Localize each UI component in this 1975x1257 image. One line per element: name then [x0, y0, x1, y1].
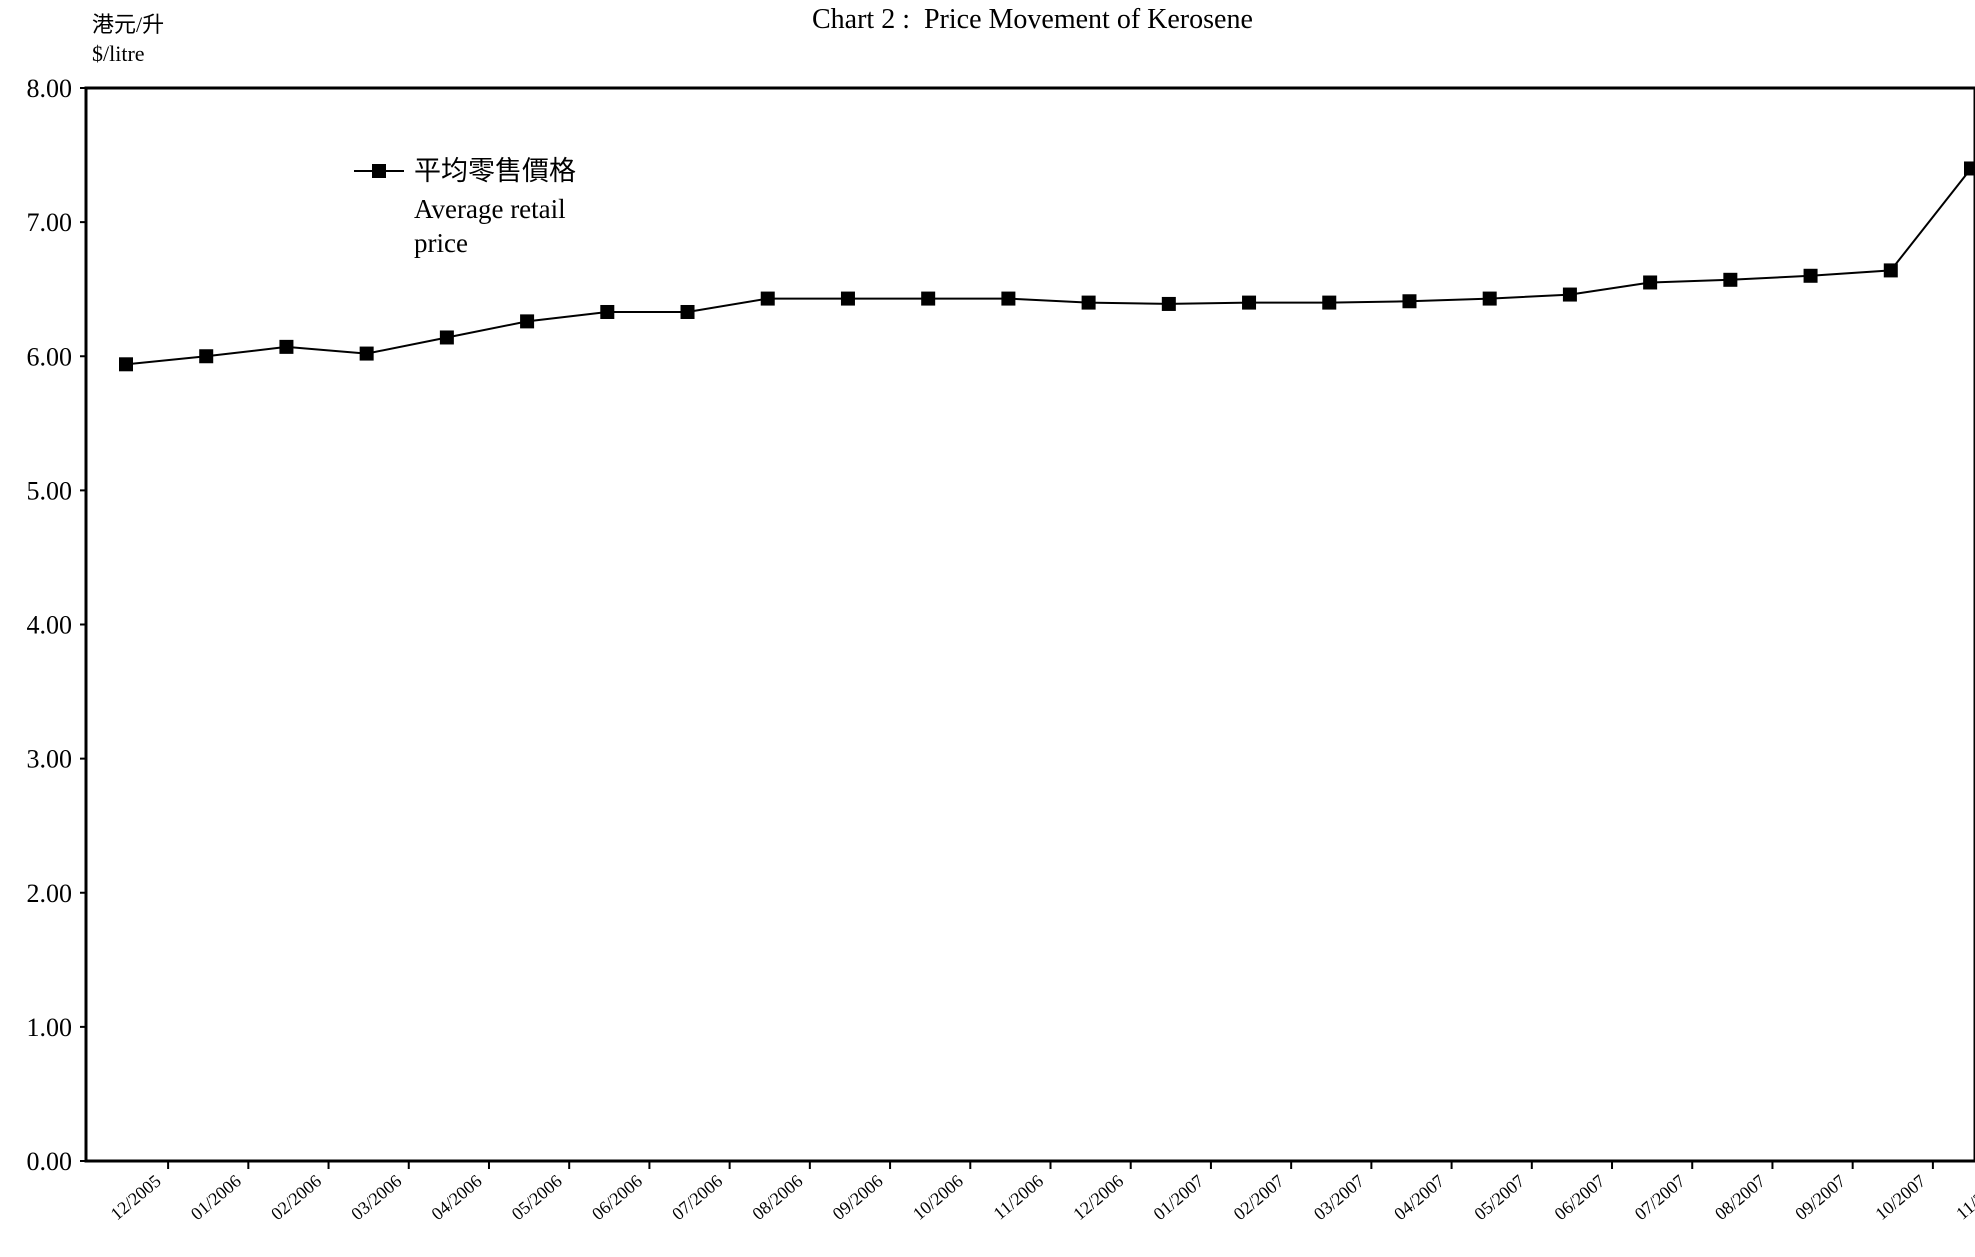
y-axis-label-en: $/litre [92, 41, 145, 66]
data-point-marker [1081, 295, 1096, 310]
x-tick-label: 09/2007 [1791, 1171, 1849, 1224]
legend-label-zh: 平均零售價格 [414, 156, 576, 186]
x-tick-label: 02/2007 [1230, 1171, 1288, 1224]
data-point-marker [1242, 295, 1257, 310]
y-tick-label: 0.00 [27, 1147, 73, 1176]
x-tick-label: 03/2007 [1310, 1171, 1368, 1224]
x-tick-label: 04/2007 [1390, 1171, 1448, 1224]
y-axis-ticks: 0.00 1.00 2.00 3.00 4.00 5.00 6.00 7.00 8.00 [27, 74, 86, 1176]
data-point-marker [921, 291, 936, 306]
data-point-marker [1482, 291, 1497, 306]
data-point-marker [1643, 275, 1658, 290]
x-tick-label: 06/2007 [1551, 1171, 1609, 1224]
data-point-marker [520, 314, 535, 329]
y-tick-label: 1.00 [27, 1013, 73, 1042]
y-tick-label: 7.00 [27, 208, 73, 237]
y-tick-label: 5.00 [27, 476, 73, 505]
data-point-marker [1883, 263, 1898, 278]
x-tick-label: 10/2006 [909, 1171, 967, 1224]
y-tick-label: 3.00 [27, 745, 73, 774]
series-average-retail-price [119, 161, 1975, 372]
data-point-marker [199, 349, 214, 364]
legend: 平均零售價格 Average retail price [354, 156, 576, 258]
x-tick-label: 04/2006 [427, 1171, 485, 1224]
x-tick-label: 11/2007 [1952, 1171, 1975, 1224]
x-tick-label: 11/2006 [990, 1171, 1048, 1224]
x-tick-label: 12/2006 [1069, 1171, 1127, 1224]
data-point-marker [1803, 268, 1818, 283]
plot-area-frame [84, 86, 1975, 1163]
x-tick-label: 12/2005 [107, 1171, 165, 1224]
x-tick-label: 08/2006 [748, 1171, 806, 1224]
x-tick-label: 07/2007 [1631, 1171, 1689, 1224]
data-point-marker [1322, 295, 1337, 310]
x-tick-label: 10/2007 [1871, 1171, 1929, 1224]
x-tick-label: 08/2007 [1711, 1171, 1769, 1224]
chart-title: Chart 2 : Price Movement of Kerosene [812, 4, 1253, 35]
data-point-marker [1001, 291, 1016, 306]
legend-label-en-line2: price [414, 228, 468, 258]
x-tick-label: 09/2006 [829, 1171, 887, 1224]
x-tick-label: 02/2006 [267, 1171, 325, 1224]
data-point-marker [1723, 272, 1738, 287]
data-point-marker [760, 291, 775, 306]
legend-marker-swatch [372, 164, 386, 178]
data-point-marker [840, 291, 855, 306]
x-axis-ticks: 12/2005 01/2006 02/2006 03/2006 04/2006 05/20… [107, 1161, 1975, 1224]
x-tick-label: 01/2007 [1149, 1171, 1207, 1224]
y-axis-label-zh: 港元/升 [92, 12, 164, 37]
series-line [125, 167, 1972, 366]
data-point-marker [1161, 296, 1176, 311]
data-point-marker [359, 346, 374, 361]
x-tick-label: 03/2006 [347, 1171, 405, 1224]
y-tick-label: 2.00 [27, 879, 73, 908]
x-tick-label: 07/2006 [668, 1171, 726, 1224]
data-point-marker [119, 357, 133, 372]
data-point-marker [1964, 161, 1975, 176]
legend-label-en-line1: Average retail [414, 194, 566, 224]
data-point-marker [279, 339, 294, 354]
x-tick-label: 05/2006 [508, 1171, 566, 1224]
y-tick-label: 8.00 [27, 74, 73, 103]
data-point-marker [1402, 294, 1417, 309]
y-tick-label: 6.00 [27, 342, 73, 371]
x-tick-label: 01/2006 [187, 1171, 245, 1224]
data-point-marker [1562, 287, 1577, 302]
data-point-marker [439, 330, 454, 345]
y-tick-label: 4.00 [27, 611, 73, 640]
x-tick-label: 05/2007 [1470, 1171, 1528, 1224]
data-point-marker [600, 304, 615, 319]
data-point-marker [680, 304, 695, 319]
x-tick-label: 06/2006 [588, 1171, 646, 1224]
